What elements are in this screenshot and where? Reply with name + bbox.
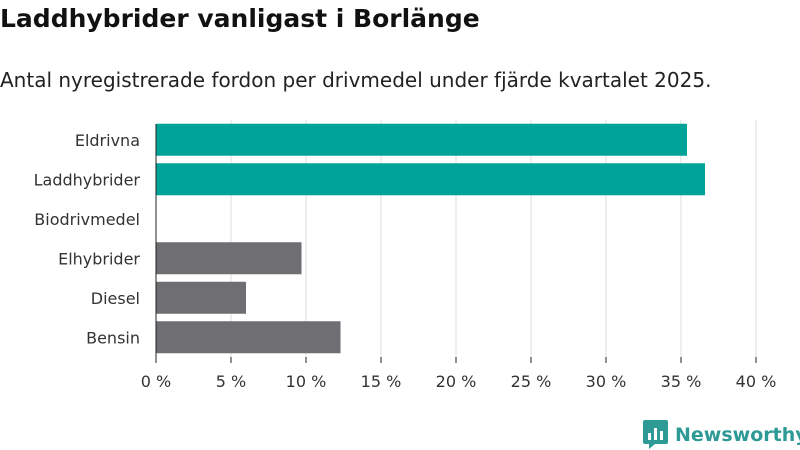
x-tick-label: 30 % [586, 372, 627, 391]
x-tick-label: 40 % [736, 372, 777, 391]
x-tick-label: 25 % [511, 372, 552, 391]
category-label: Bensin [86, 328, 140, 347]
bar-eldrivna [156, 123, 687, 156]
x-tick-label: 15 % [361, 372, 402, 391]
newsworthy-logo-icon [643, 420, 668, 449]
newsworthy-logo[interactable]: Newsworthy [643, 420, 800, 449]
category-label: Laddhybrider [34, 170, 141, 189]
category-label: Eldrivna [75, 131, 140, 150]
x-tick-label: 10 % [286, 372, 327, 391]
bar-bensin [156, 321, 341, 354]
bar-diesel [156, 281, 246, 314]
x-tick-label: 20 % [436, 372, 477, 391]
x-tick-label: 35 % [661, 372, 702, 391]
bar-elhybrider [156, 242, 302, 275]
chart-title: Laddhybrider vanligast i Borlänge [0, 4, 480, 33]
x-tick-label: 0 % [141, 372, 171, 391]
category-label: Elhybrider [58, 249, 140, 268]
chart-subtitle: Antal nyregistrerade fordon per drivmede… [0, 68, 712, 92]
category-label: Diesel [91, 289, 140, 308]
bar-laddhybrider [156, 163, 705, 196]
brand-name: Newsworthy [675, 423, 800, 446]
x-tick-label: 5 % [216, 372, 246, 391]
category-label: Biodrivmedel [34, 210, 140, 229]
